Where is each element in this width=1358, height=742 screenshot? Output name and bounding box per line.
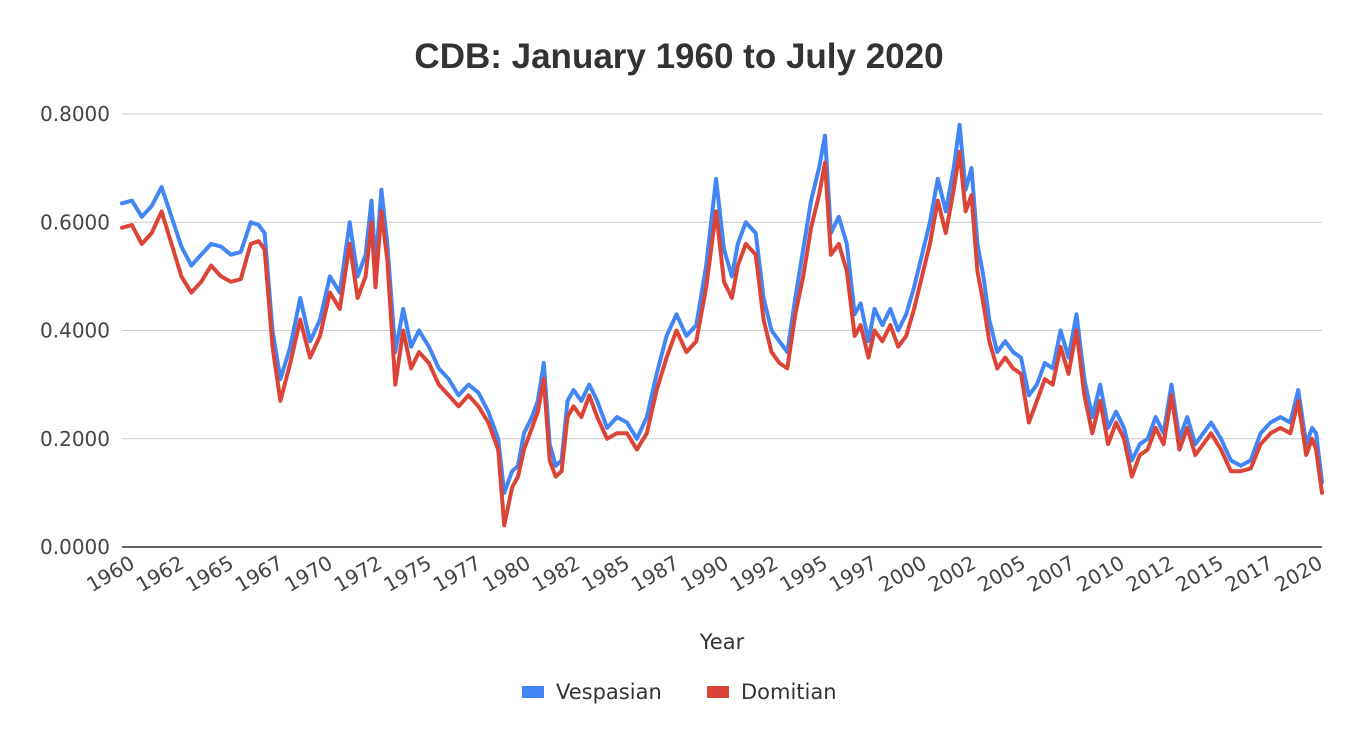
x-axis-ticks: 1960196219651967197019721975197719801982… bbox=[82, 551, 1326, 597]
x-tick-label: 2005 bbox=[973, 551, 1029, 597]
x-tick-label: 1987 bbox=[627, 551, 683, 597]
x-tick-label: 1992 bbox=[726, 551, 782, 597]
x-tick-label: 1997 bbox=[825, 551, 881, 597]
x-tick-label: 1967 bbox=[231, 551, 287, 597]
x-tick-label: 2007 bbox=[1023, 551, 1079, 597]
x-tick-label: 2015 bbox=[1171, 551, 1227, 597]
x-tick-label: 1995 bbox=[775, 551, 831, 597]
x-tick-label: 2012 bbox=[1122, 551, 1178, 597]
x-tick-label: 1970 bbox=[280, 551, 336, 597]
x-tick-label: 1972 bbox=[330, 551, 386, 597]
y-axis-ticks: 0.0000 0.2000 0.4000 0.6000 0.8000 bbox=[40, 102, 110, 559]
y-tick-label: 0.0000 bbox=[40, 535, 110, 559]
legend-label-vespasian: Vespasian bbox=[556, 680, 662, 704]
series-lines bbox=[120, 122, 1324, 528]
legend-label-domitian: Domitian bbox=[741, 680, 837, 704]
x-tick-label: 1980 bbox=[478, 551, 534, 597]
chart-title: CDB: January 1960 to July 2020 bbox=[414, 37, 943, 76]
x-tick-label: 1962 bbox=[132, 551, 188, 597]
series-line-domitian bbox=[120, 149, 1324, 528]
x-tick-label: 1977 bbox=[429, 551, 485, 597]
x-tick-label: 1975 bbox=[379, 551, 435, 597]
x-axis-label: Year bbox=[699, 630, 745, 654]
legend-swatch-vespasian bbox=[522, 686, 544, 698]
x-tick-label: 1982 bbox=[528, 551, 584, 597]
legend-swatch-domitian bbox=[707, 686, 729, 698]
y-tick-label: 0.8000 bbox=[40, 102, 110, 126]
x-tick-label: 2010 bbox=[1072, 551, 1128, 597]
x-tick-label: 2002 bbox=[924, 551, 980, 597]
x-tick-label: 1990 bbox=[676, 551, 732, 597]
y-tick-label: 0.4000 bbox=[40, 319, 110, 343]
x-tick-label: 1985 bbox=[577, 551, 633, 597]
x-tick-label: 2017 bbox=[1221, 551, 1277, 597]
x-tick-label: 1965 bbox=[181, 551, 237, 597]
legend: Vespasian Domitian bbox=[522, 680, 837, 704]
y-tick-label: 0.2000 bbox=[40, 427, 110, 451]
x-tick-label: 2020 bbox=[1270, 551, 1326, 597]
x-tick-label: 2000 bbox=[874, 551, 930, 597]
series-line-vespasian bbox=[120, 122, 1324, 495]
y-tick-label: 0.6000 bbox=[40, 210, 110, 234]
